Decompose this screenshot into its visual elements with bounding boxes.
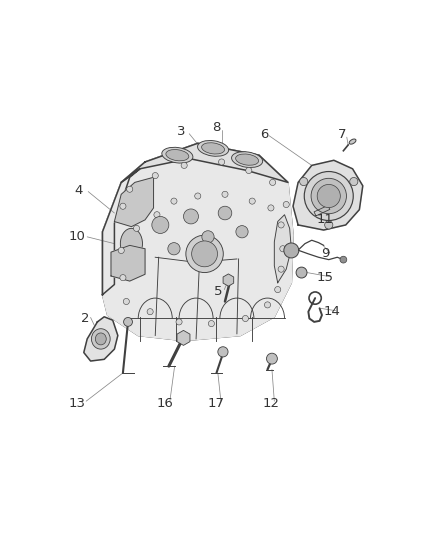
Circle shape: [167, 243, 180, 255]
Ellipse shape: [197, 141, 228, 156]
Circle shape: [191, 241, 217, 267]
Circle shape: [118, 247, 124, 254]
Circle shape: [133, 225, 139, 231]
Text: 2: 2: [81, 312, 89, 325]
Ellipse shape: [231, 152, 262, 167]
Polygon shape: [121, 143, 287, 182]
Ellipse shape: [95, 333, 106, 345]
Ellipse shape: [166, 150, 188, 161]
Text: 16: 16: [157, 397, 173, 410]
Circle shape: [283, 243, 298, 258]
Circle shape: [324, 221, 332, 229]
Text: 5: 5: [213, 285, 222, 298]
Text: 3: 3: [176, 125, 184, 138]
Circle shape: [295, 267, 306, 278]
Circle shape: [152, 216, 169, 233]
Circle shape: [127, 186, 132, 192]
Circle shape: [339, 256, 346, 263]
Circle shape: [311, 179, 346, 214]
Circle shape: [170, 198, 177, 204]
Circle shape: [183, 209, 198, 224]
Circle shape: [123, 298, 129, 304]
Text: 7: 7: [337, 128, 346, 141]
Circle shape: [222, 191, 227, 197]
Circle shape: [279, 246, 285, 252]
Circle shape: [185, 235, 223, 272]
Polygon shape: [102, 159, 293, 341]
Ellipse shape: [201, 143, 224, 154]
Polygon shape: [293, 160, 362, 230]
Circle shape: [249, 198, 254, 204]
Text: 9: 9: [321, 247, 329, 260]
Circle shape: [152, 173, 158, 179]
Polygon shape: [102, 169, 140, 295]
Circle shape: [147, 309, 153, 315]
Ellipse shape: [91, 329, 110, 349]
Text: 11: 11: [316, 213, 333, 227]
Circle shape: [274, 287, 280, 293]
Circle shape: [124, 318, 132, 326]
Text: 14: 14: [323, 305, 340, 318]
Circle shape: [217, 347, 227, 357]
Circle shape: [267, 205, 273, 211]
Polygon shape: [114, 177, 153, 227]
Circle shape: [245, 167, 251, 174]
Circle shape: [269, 179, 275, 185]
Circle shape: [208, 320, 214, 327]
Polygon shape: [84, 317, 117, 361]
Circle shape: [242, 316, 248, 321]
Circle shape: [154, 212, 159, 218]
Circle shape: [277, 222, 283, 228]
Text: 4: 4: [74, 184, 83, 197]
Circle shape: [304, 172, 353, 221]
Circle shape: [235, 225, 247, 238]
Text: 10: 10: [68, 230, 85, 244]
Polygon shape: [102, 143, 293, 341]
Text: 13: 13: [68, 397, 85, 410]
Ellipse shape: [120, 228, 142, 259]
Text: 8: 8: [212, 122, 220, 134]
Circle shape: [120, 274, 126, 281]
Circle shape: [218, 206, 231, 220]
Circle shape: [176, 319, 182, 325]
Circle shape: [349, 177, 357, 185]
Circle shape: [266, 353, 277, 364]
Ellipse shape: [162, 147, 192, 163]
Text: 6: 6: [259, 128, 268, 141]
Circle shape: [120, 203, 126, 209]
Circle shape: [317, 184, 339, 207]
Circle shape: [181, 163, 187, 168]
Ellipse shape: [348, 139, 355, 144]
Text: 17: 17: [208, 397, 224, 410]
Text: 12: 12: [262, 397, 279, 410]
Ellipse shape: [235, 154, 258, 165]
Polygon shape: [313, 205, 329, 216]
Circle shape: [194, 193, 200, 199]
Circle shape: [218, 159, 224, 165]
Circle shape: [283, 201, 289, 207]
Polygon shape: [274, 215, 291, 283]
Circle shape: [264, 302, 270, 308]
Text: 15: 15: [316, 271, 333, 284]
Circle shape: [299, 177, 307, 185]
Circle shape: [201, 231, 214, 243]
Polygon shape: [111, 245, 145, 281]
Circle shape: [277, 266, 283, 272]
